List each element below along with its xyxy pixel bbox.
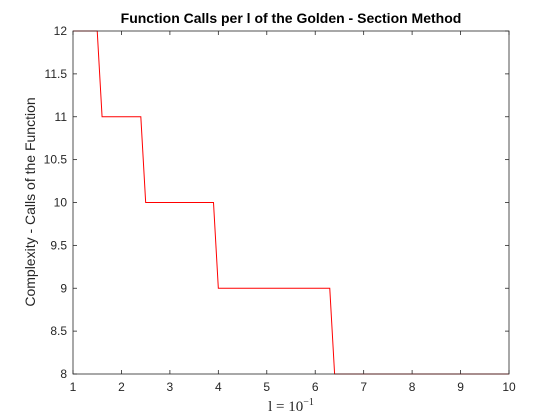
y-tick-label: 8 bbox=[60, 367, 67, 381]
x-tick-label: 8 bbox=[409, 380, 416, 394]
x-tick-label: 5 bbox=[263, 380, 270, 394]
x-tick-label: 10 bbox=[502, 380, 516, 394]
x-tick-label: 3 bbox=[167, 380, 174, 394]
x-axis-label-base: l = 10 bbox=[268, 399, 303, 415]
x-tick-label: 1 bbox=[70, 380, 77, 394]
plot-area bbox=[73, 31, 509, 374]
x-tick-label: 4 bbox=[215, 380, 222, 394]
y-tick-label: 11.5 bbox=[45, 67, 68, 81]
axes-box bbox=[72, 30, 510, 375]
series-line bbox=[73, 30, 509, 375]
x-tick-label: 2 bbox=[118, 380, 125, 394]
x-tick-label: 6 bbox=[312, 380, 319, 394]
y-tick-label: 10.5 bbox=[44, 153, 68, 167]
y-axis-label: Complexity - Calls of the Function bbox=[22, 97, 38, 306]
y-tick-label: 11 bbox=[55, 110, 68, 124]
x-tick-label: 7 bbox=[360, 380, 367, 394]
x-axis-label: l = 10−1 bbox=[268, 397, 314, 415]
x-axis-label-exponent: −1 bbox=[303, 397, 314, 408]
y-tick-label: 8.5 bbox=[50, 324, 67, 338]
chart-title: Function Calls per l of the Golden - Sec… bbox=[121, 10, 462, 26]
y-tick-label: 9.5 bbox=[50, 238, 67, 252]
y-tick-label: 9 bbox=[60, 281, 67, 295]
x-tick-label: 9 bbox=[457, 380, 464, 394]
y-tick-label: 12 bbox=[54, 24, 68, 38]
y-tick-label: 10 bbox=[54, 196, 68, 210]
